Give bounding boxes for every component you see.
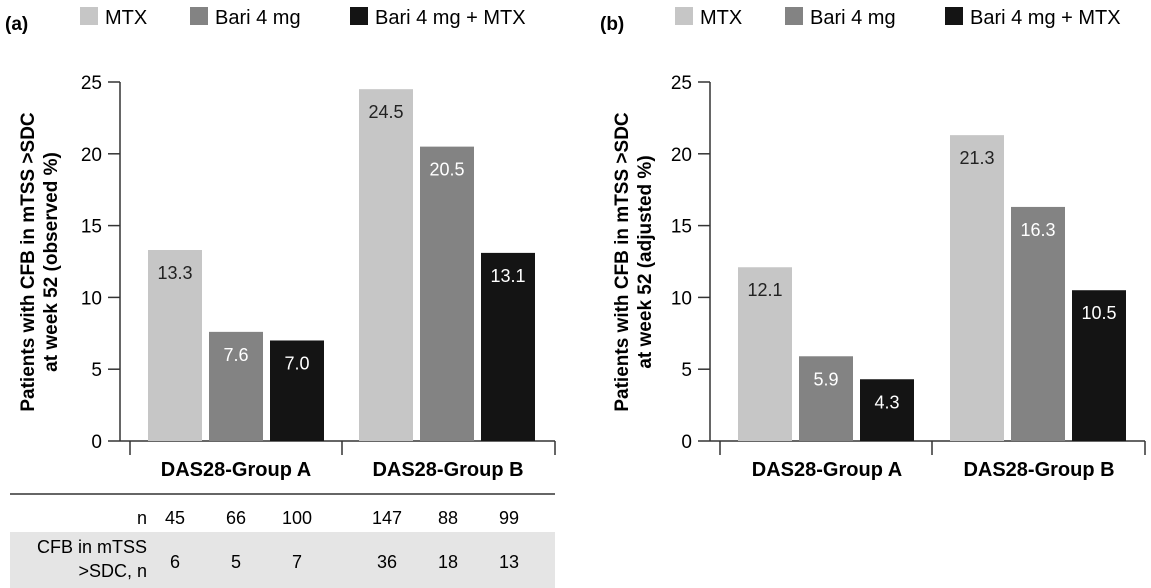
y-tick-label: 25 — [671, 73, 692, 94]
y-tick-label: 25 — [81, 73, 102, 94]
table-cell-n: 45 — [165, 508, 185, 528]
y-tick-label: 15 — [81, 217, 102, 238]
legend-swatch — [675, 7, 693, 25]
panel-a-y-ticks: 0 5 10 15 20 25 — [81, 73, 120, 453]
panel-a-legend: MTX Bari 4 mg Bari 4 mg + MTX — [80, 7, 526, 29]
bar — [148, 250, 202, 441]
panel-a-y-axis-title-line1: Patients with CFB in mTSS >SDC — [18, 112, 39, 412]
y-tick-label: 0 — [681, 432, 692, 453]
legend-swatch — [190, 7, 208, 25]
y-tick-label: 20 — [671, 145, 692, 166]
panel-a-bars: 13.3 7.6 7.0 24.5 20.5 13.1 — [148, 89, 535, 442]
table-cells: 45 66 100 147 88 99 6 5 7 36 18 13 — [165, 508, 519, 572]
bar — [950, 135, 1004, 441]
panel-a-label: (a) — [5, 14, 28, 35]
table-cell-n: 99 — [499, 508, 519, 528]
panel-b-y-ticks: 0 5 10 15 20 25 — [671, 73, 710, 453]
table-cell-n: 66 — [226, 508, 246, 528]
bar — [1011, 206, 1065, 441]
y-tick-label: 10 — [81, 288, 102, 309]
legend-swatch — [785, 7, 803, 25]
y-tick-label: 20 — [81, 145, 102, 166]
y-tick-label: 5 — [681, 360, 692, 381]
legend-swatch — [350, 7, 368, 25]
data-label: 10.5 — [1081, 303, 1116, 323]
panel-b-bars: 12.1 5.9 4.3 21.3 16.3 10.5 — [738, 135, 1126, 441]
data-label: 5.9 — [813, 369, 838, 389]
panel-b-legend: MTX Bari 4 mg Bari 4 mg + MTX — [675, 7, 1121, 29]
table-cell-cfb: 18 — [438, 552, 458, 572]
data-label: 21.3 — [959, 148, 994, 168]
data-label: 16.3 — [1020, 220, 1055, 240]
legend-entry: Bari 4 mg — [810, 7, 896, 29]
bar — [420, 146, 474, 441]
table-row2-shade — [10, 532, 555, 588]
bar — [270, 340, 324, 441]
y-tick-label: 5 — [91, 360, 102, 381]
data-label: 12.1 — [747, 280, 782, 300]
y-tick-label: 15 — [671, 217, 692, 238]
table-cell-cfb: 7 — [292, 552, 302, 572]
table-cell-n: 100 — [282, 508, 312, 528]
data-label: 13.3 — [157, 263, 192, 283]
table-cell-cfb: 6 — [170, 552, 180, 572]
table-row1-label: n — [137, 508, 147, 528]
table-cell-n: 88 — [438, 508, 458, 528]
table-cell-cfb: 13 — [499, 552, 519, 572]
panel-a-category-group-a: DAS28-Group A — [161, 459, 311, 481]
y-tick-label: 10 — [671, 288, 692, 309]
legend-entry: Bari 4 mg — [215, 7, 301, 29]
data-label: 20.5 — [429, 160, 464, 180]
data-label: 13.1 — [490, 266, 525, 286]
panel-b: (b) MTX Bari 4 mg Bari 4 mg + MTX Patients… — [600, 7, 1146, 481]
data-label: 7.0 — [284, 353, 309, 373]
table-cell-cfb: 5 — [231, 552, 241, 572]
bar — [209, 331, 263, 441]
panel-b-label: (b) — [600, 14, 624, 35]
legend-entry: Bari 4 mg + MTX — [375, 7, 526, 29]
panel-a-y-axis-title-line2: at week 52 (observed %) — [41, 152, 62, 372]
bar — [359, 89, 413, 442]
legend-swatch — [80, 7, 98, 25]
y-tick-label: 0 — [91, 432, 102, 453]
table-row2-label-line1: CFB in mTSS — [37, 537, 147, 557]
table-cell-n: 147 — [372, 508, 402, 528]
panel-a: (a) MTX Bari 4 mg Bari 4 mg + MTX Patients… — [5, 7, 556, 588]
panel-b-category-group-a: DAS28-Group A — [752, 459, 902, 481]
bar — [738, 267, 792, 441]
table-cell-cfb: 36 — [377, 552, 397, 572]
legend-entry: MTX — [105, 7, 147, 29]
data-label: 4.3 — [874, 392, 899, 412]
panel-a-category-group-b: DAS28-Group B — [372, 459, 523, 481]
legend-entry: MTX — [700, 7, 742, 29]
bar — [481, 252, 535, 441]
data-label: 7.6 — [223, 345, 248, 365]
legend-entry: Bari 4 mg + MTX — [970, 7, 1121, 29]
bar — [799, 356, 853, 441]
legend-swatch — [945, 7, 963, 25]
panel-b-category-group-b: DAS28-Group B — [963, 459, 1114, 481]
data-label: 24.5 — [368, 102, 403, 122]
panel-b-y-axis-title-line1: Patients with CFB in mTSS >SDC — [612, 112, 633, 412]
bar — [860, 379, 914, 441]
table-row2-label-line2: >SDC, n — [78, 561, 147, 581]
panel-b-y-axis-title-line2: at week 52 (adjusted %) — [635, 155, 656, 368]
bar — [1072, 290, 1126, 441]
